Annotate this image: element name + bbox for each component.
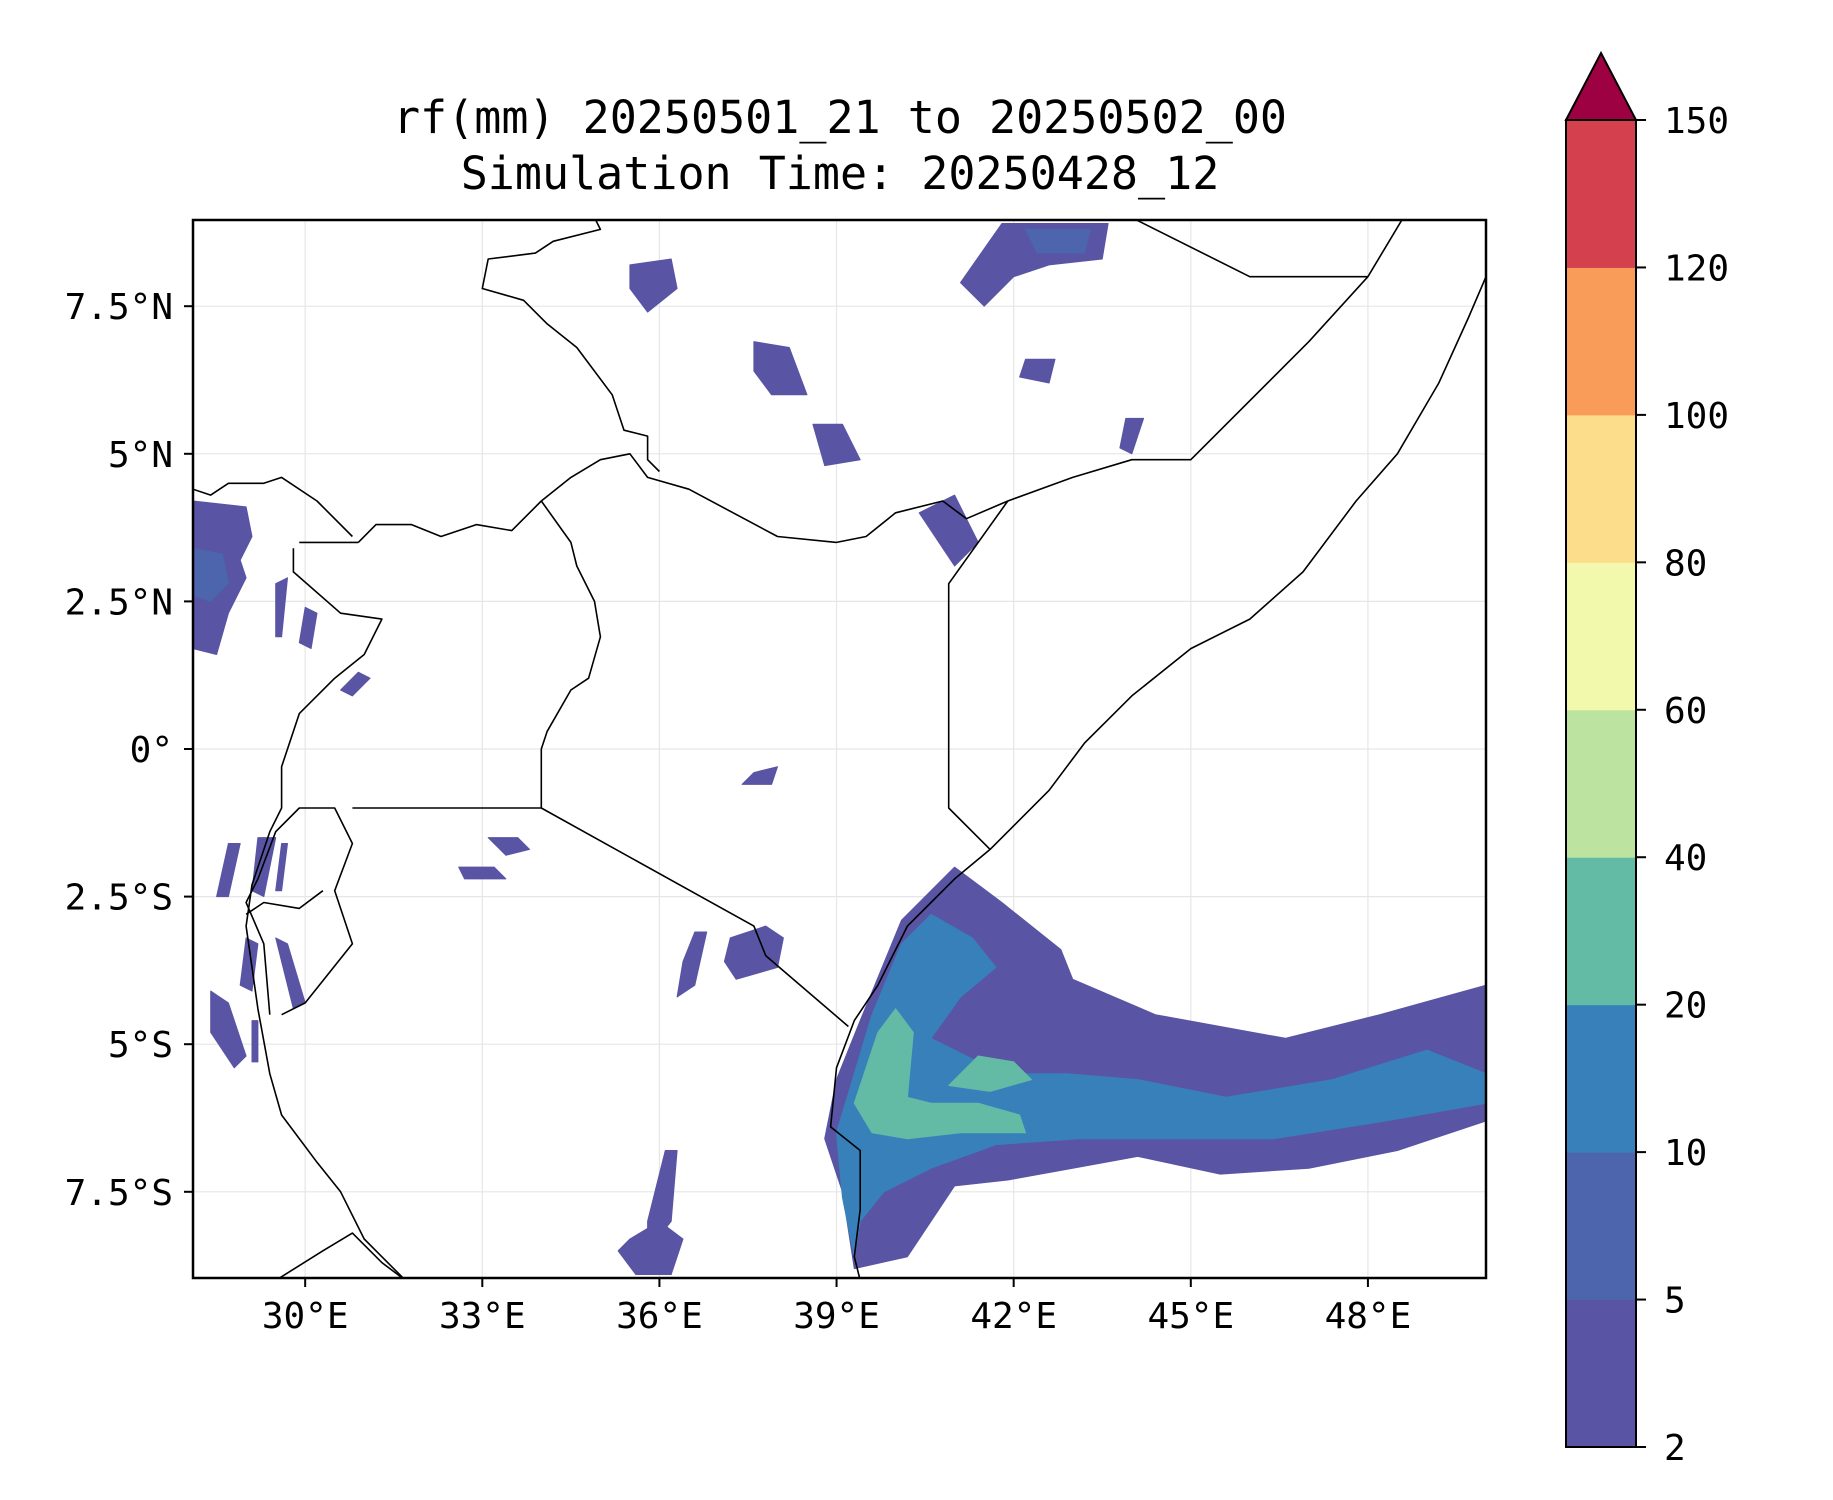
rain-area [676,931,708,998]
rain-area [251,1020,259,1063]
border-line [481,220,660,473]
lat-tick-label: 5°S [108,1025,173,1066]
rain-area [812,423,861,467]
colorbar-segment [1566,1152,1636,1301]
colorbar-segment [1566,120,1636,268]
rain-area [275,843,288,892]
rain-area [723,925,784,980]
colorbar-tick-label: 20 [1664,986,1707,1027]
rain-area [1119,417,1145,455]
rain-area [216,843,241,898]
lat-tick-label: 2.5°N [65,582,173,623]
rain-area [617,1220,684,1275]
border-line [1134,220,1368,278]
lon-tick-label: 33°E [439,1296,526,1337]
lon-tick-label: 42°E [970,1296,1057,1337]
rain-area [629,258,678,313]
colorbar-frame [1565,119,1637,1448]
colorbar-extend-triangle [1564,50,1638,121]
lat-tick-label: 7.5°N [65,287,173,328]
colorbar-tick-label: 40 [1664,838,1707,879]
colorbar-tick-label: 60 [1664,691,1707,732]
lon-tick-label: 45°E [1147,1296,1234,1337]
latitude-axis: 7.5°N 5°N 2.5°N 0° 2.5°S 5°S 7.5°S [65,287,193,1214]
colorbar-tick-label: 10 [1664,1133,1707,1174]
colorbar-segment [1566,414,1636,563]
rain-area [275,577,288,638]
rain-area [1019,358,1056,384]
border-line [829,276,1486,1278]
rain-area [741,766,778,785]
border-line [245,548,405,1278]
lat-tick-label: 2.5°S [65,878,173,919]
border-line [193,476,353,538]
lat-tick-label: 7.5°S [65,1173,173,1214]
colorbar-tick-label: 100 [1664,396,1729,437]
rain-area [340,671,371,697]
rain-area [487,837,530,856]
rain-area [275,937,306,1010]
rain-area [948,1055,1032,1092]
colorbar-tick-label: 5 [1664,1281,1686,1322]
border-line [947,500,1009,850]
border-line [352,807,849,1028]
rain-area [1025,228,1091,254]
colorbar-tick-label: 2 [1664,1428,1686,1469]
country-borders [193,220,1486,1278]
rain-area [251,837,277,898]
colorbar-segment [1566,1004,1636,1153]
figure-subtitle: Simulation Time: 20250428_12 [460,147,1220,200]
colorbar-tick-label: 80 [1664,543,1707,584]
border-line [278,1232,404,1278]
lon-tick-label: 36°E [616,1296,703,1337]
rain-area [853,1008,1026,1140]
border-line [357,500,542,543]
lon-tick-label: 39°E [793,1296,880,1337]
colorbar-tick-label: 120 [1664,248,1729,289]
longitude-axis: 30°E 33°E 36°E 39°E 42°E 45°E 48°E [262,1278,1411,1337]
rain-area [458,866,507,880]
rain-area [210,990,247,1069]
colorbar-segment [1566,267,1636,416]
colorbar: 2 5 10 20 40 60 80 100 120 150 [1564,50,1729,1469]
border-line [245,890,324,915]
colorbar-segment [1566,1299,1636,1448]
rainfall-field [193,223,1486,1275]
lon-tick-label: 30°E [262,1296,349,1337]
border-line [540,220,1403,544]
colorbar-segment [1566,709,1636,858]
lat-tick-label: 0° [130,730,173,771]
lon-tick-label: 48°E [1325,1296,1412,1337]
rain-area [193,547,229,602]
border-line [540,500,602,808]
colorbar-segment [1566,562,1636,711]
colorbar-tick-label: 150 [1664,101,1729,142]
rain-area [753,341,808,396]
figure-title: rf(mm) 20250501_21 to 20250502_00 [392,91,1288,144]
lat-tick-label: 5°N [108,435,173,476]
rain-area [298,606,318,650]
colorbar-segment [1566,857,1636,1006]
